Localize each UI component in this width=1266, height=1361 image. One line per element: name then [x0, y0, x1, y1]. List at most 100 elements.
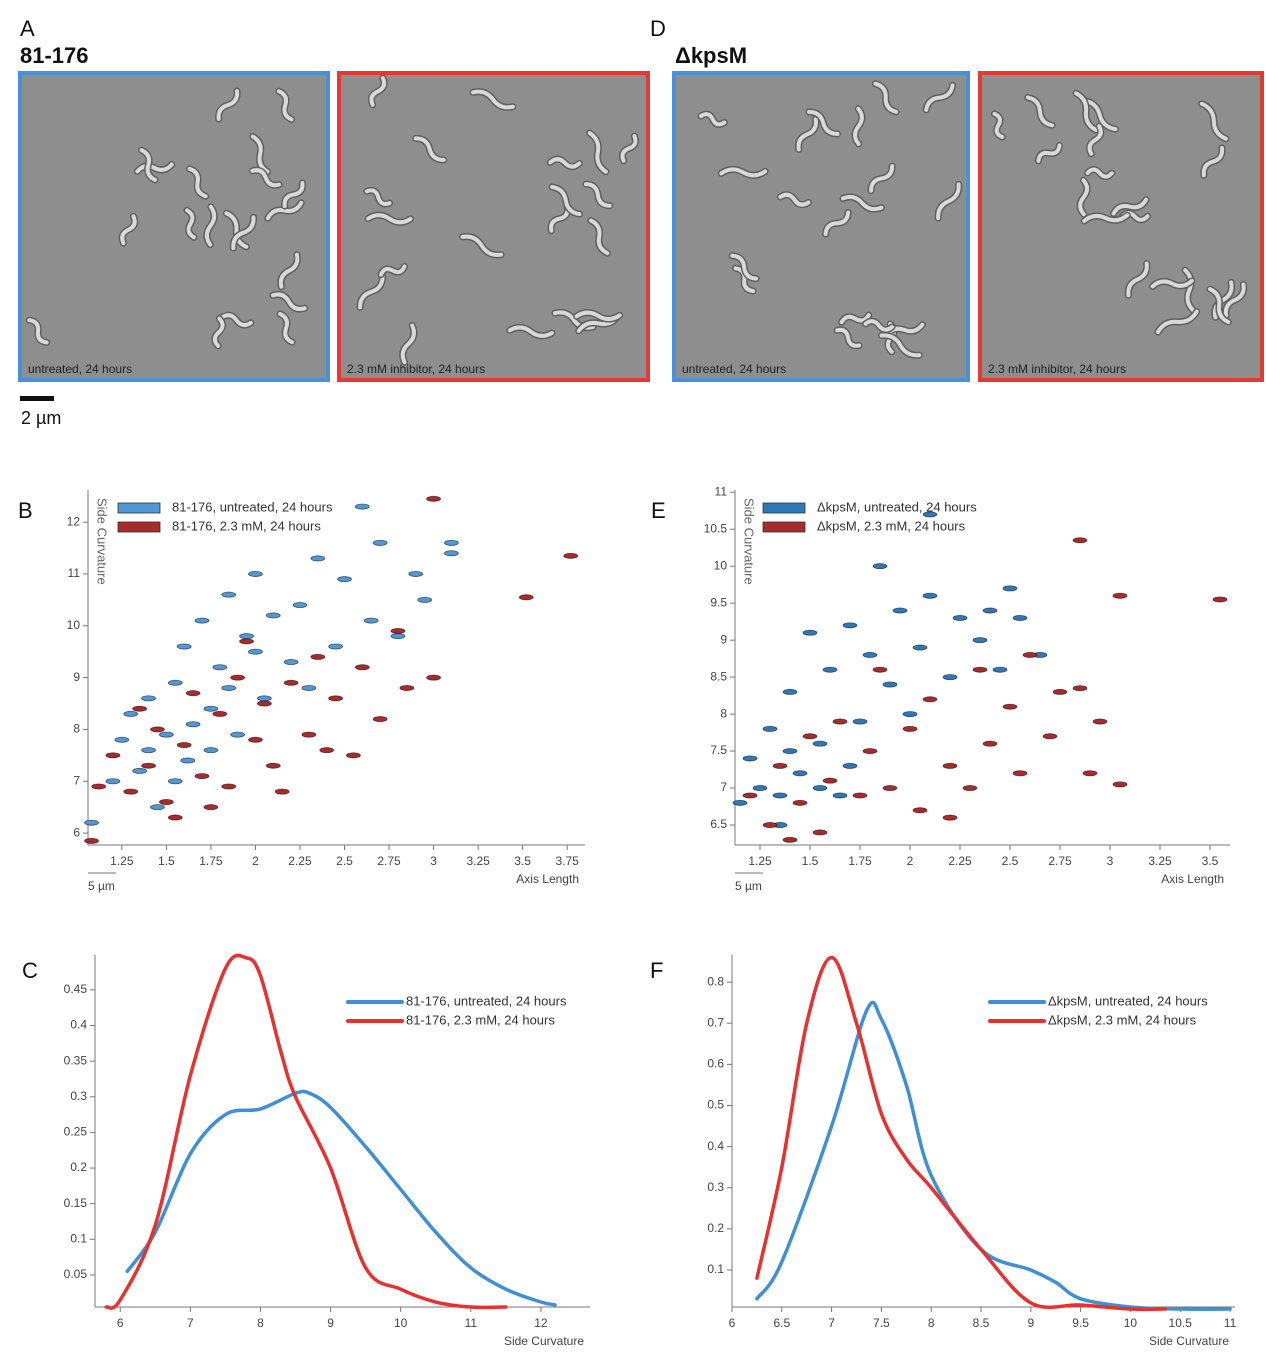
- x-tick-label: 6: [117, 1316, 124, 1330]
- point: [912, 807, 928, 814]
- cell: [733, 266, 756, 294]
- x-tick-label: 2.25: [948, 854, 972, 868]
- frame-border: [337, 71, 650, 382]
- point: [346, 752, 361, 759]
- point: [203, 747, 219, 754]
- micrograph: [337, 71, 650, 382]
- x-tick-label: 1.25: [110, 854, 134, 868]
- point: [221, 591, 237, 598]
- cell: [1025, 95, 1055, 128]
- x-tick-label: 6: [729, 1316, 736, 1330]
- point: [1112, 592, 1128, 599]
- cell: [853, 106, 864, 146]
- density-line: [755, 955, 1168, 1312]
- point: [832, 792, 848, 799]
- cell: [1078, 178, 1090, 217]
- x-tick-label: 11: [465, 1316, 478, 1330]
- point: [1212, 596, 1228, 603]
- point: [982, 607, 998, 614]
- point: [782, 836, 798, 843]
- cell: [216, 89, 240, 122]
- point: [518, 594, 534, 601]
- cell: [796, 117, 818, 152]
- point: [328, 643, 344, 650]
- x-tick-label: 2.5: [1002, 854, 1019, 868]
- cell: [992, 111, 1005, 139]
- point: [922, 592, 938, 599]
- x-tick-label: 9: [1027, 1316, 1034, 1330]
- cell: [212, 316, 225, 348]
- point: [772, 762, 788, 769]
- point: [1072, 685, 1088, 692]
- cell: [1087, 124, 1103, 156]
- cell: [1036, 143, 1062, 163]
- y-tick-label: 10: [714, 558, 728, 572]
- point: [742, 755, 758, 762]
- point: [248, 648, 263, 655]
- point: [1042, 733, 1058, 740]
- x-tick-label: 1.75: [848, 854, 872, 868]
- y-tick-label: 7: [720, 780, 727, 794]
- point: [176, 741, 192, 748]
- x-tick-label: 11: [1224, 1316, 1237, 1330]
- point: [752, 785, 768, 792]
- point: [822, 666, 838, 673]
- point: [812, 829, 828, 836]
- point: [167, 814, 183, 821]
- scale-label: 5 µm: [735, 879, 762, 893]
- cells: [697, 80, 963, 359]
- y-tick-label: 0.2: [70, 1160, 87, 1174]
- point: [230, 731, 246, 738]
- x-tick-label: 3.75: [556, 854, 580, 868]
- point: [203, 804, 219, 811]
- point: [1002, 703, 1018, 710]
- point: [942, 762, 958, 769]
- point: [792, 770, 808, 777]
- point: [390, 627, 406, 634]
- point: [132, 705, 148, 712]
- cell: [250, 168, 281, 188]
- cell: [1074, 91, 1098, 133]
- y-tick-label: 6: [73, 825, 80, 839]
- x-tick-label: 1.5: [802, 854, 819, 868]
- x-tick-label: 2.5: [336, 854, 353, 868]
- point: [265, 762, 281, 769]
- point: [141, 695, 156, 702]
- x-axis-label: Axis Length: [1161, 872, 1224, 886]
- frame-border: [978, 71, 1264, 382]
- point: [301, 684, 317, 691]
- cell: [699, 112, 727, 127]
- x-tick-label: 10: [394, 1316, 408, 1330]
- point: [114, 736, 130, 743]
- legend-swatch: [762, 502, 806, 514]
- cell: [1111, 197, 1149, 216]
- panel-letter: B: [18, 498, 33, 523]
- cell: [1126, 261, 1149, 298]
- cell: [1081, 98, 1118, 132]
- point: [283, 679, 299, 686]
- point: [390, 633, 406, 640]
- cell: [840, 194, 884, 212]
- point: [158, 731, 174, 738]
- point: [1082, 770, 1098, 777]
- point: [256, 695, 272, 702]
- y-tick-label: 0.3: [70, 1089, 87, 1103]
- cell: [185, 208, 196, 240]
- point: [363, 617, 379, 624]
- cell: [550, 184, 582, 217]
- micrograph: [978, 71, 1264, 382]
- cell: [139, 148, 158, 182]
- y-tick-label: 10: [67, 618, 81, 632]
- point: [1012, 770, 1028, 777]
- point: [248, 736, 263, 743]
- point: [1022, 651, 1038, 658]
- point: [84, 819, 99, 826]
- cell: [369, 76, 387, 107]
- point: [802, 733, 818, 740]
- cell: [400, 323, 416, 365]
- x-tick-label: 9.5: [1072, 1316, 1089, 1330]
- y-tick-label: 0.2: [707, 1221, 724, 1235]
- x-axis-label: Side Curvature: [504, 1334, 584, 1348]
- legend-swatch: [762, 521, 806, 533]
